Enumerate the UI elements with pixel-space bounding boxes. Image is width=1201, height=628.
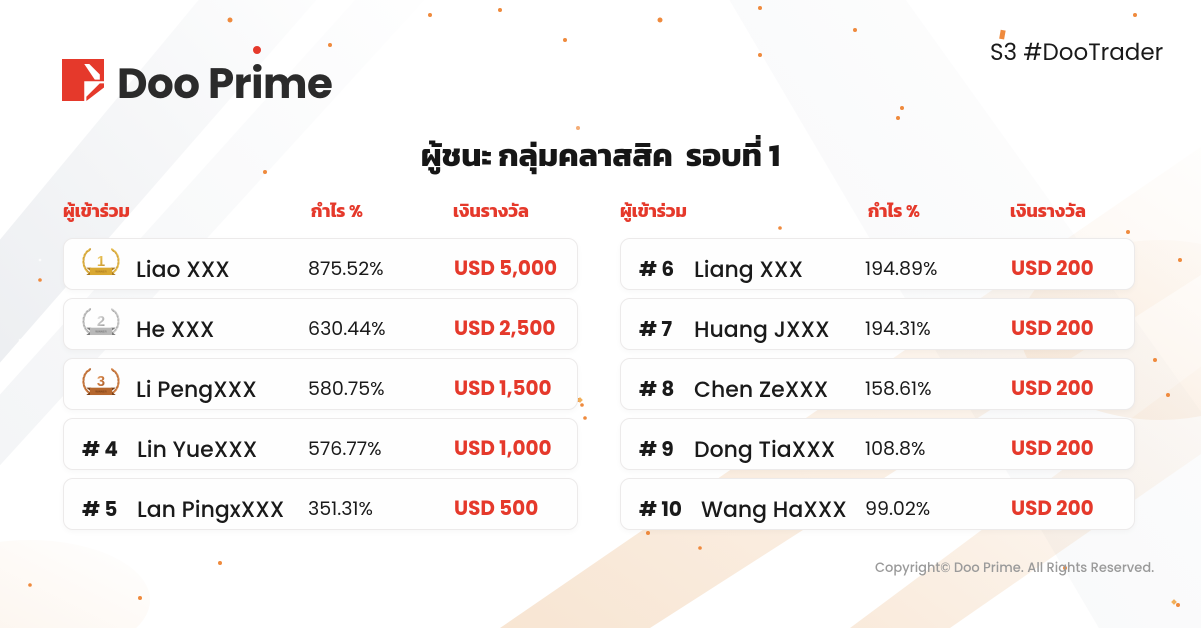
svg-text:WINNER: WINNER — [95, 270, 106, 274]
svg-text:1: 1 — [97, 254, 105, 270]
svg-text:WINNER: WINNER — [95, 390, 106, 394]
svg-text:3: 3 — [97, 374, 105, 390]
svg-text:WINNER: WINNER — [95, 330, 106, 334]
svg-text:2: 2 — [97, 314, 105, 330]
